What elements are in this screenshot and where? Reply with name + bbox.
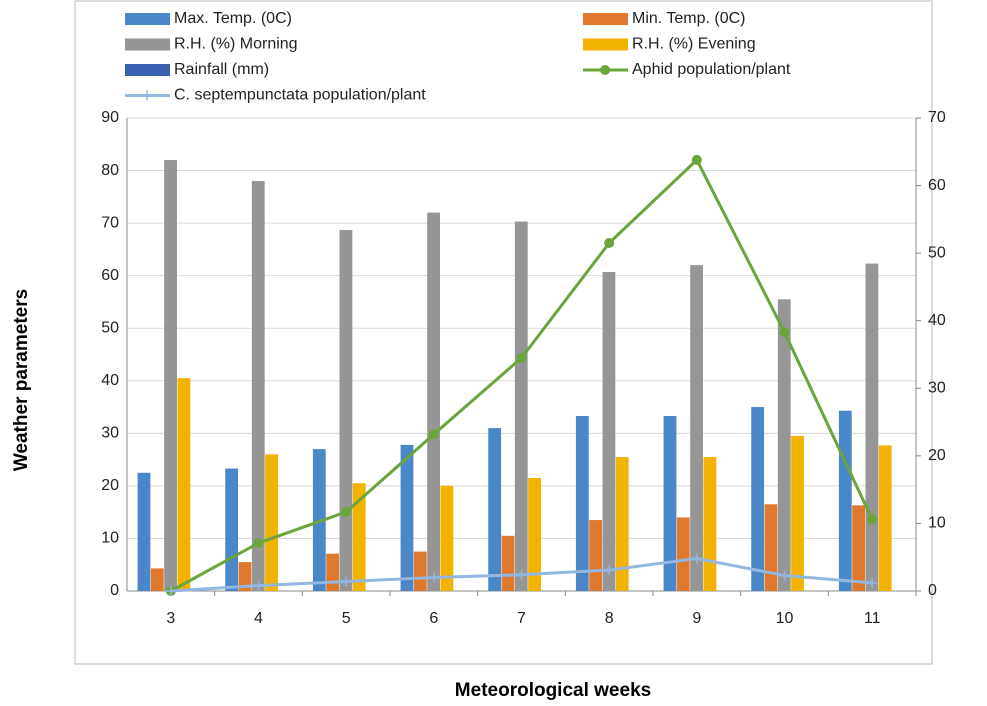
point	[253, 538, 264, 549]
y-tick-label: 10	[101, 530, 119, 547]
bar	[326, 553, 340, 591]
y2-tick-label: 40	[928, 312, 946, 329]
bar	[676, 517, 690, 591]
bar	[791, 435, 804, 591]
bar	[838, 410, 852, 591]
point	[867, 577, 878, 588]
y-tick-label: 20	[101, 477, 119, 494]
point	[779, 570, 790, 581]
bar	[238, 562, 252, 591]
point	[428, 429, 439, 440]
bar	[865, 263, 879, 591]
bar	[251, 181, 265, 592]
bar	[852, 505, 866, 591]
bar	[164, 160, 177, 592]
point	[691, 553, 702, 564]
y-tick-label: 40	[101, 372, 119, 389]
y-tick-label: 50	[101, 319, 119, 336]
x-tick-label: 5	[342, 610, 351, 627]
bar	[488, 428, 502, 591]
legend-marker	[142, 90, 152, 101]
legend-swatch	[125, 64, 170, 76]
legend-label: R.H. (%) Evening	[632, 36, 756, 53]
bar	[751, 407, 765, 591]
x-tick-label: 11	[864, 610, 881, 627]
bar	[615, 456, 629, 591]
bar	[575, 415, 589, 591]
bar	[413, 551, 427, 591]
legend-label: R.H. (%) Morning	[174, 36, 298, 53]
y2-tick-label: 10	[928, 515, 946, 532]
chart-border	[74, 0, 933, 665]
y-tick-label: 90	[101, 109, 119, 126]
bar	[777, 299, 791, 591]
bar	[602, 271, 616, 591]
y2-tick-label: 50	[928, 244, 946, 261]
bar	[690, 265, 703, 591]
y-tick-label: 30	[101, 425, 119, 442]
legend-label: C. septempunctata population/plant	[174, 87, 426, 104]
bar	[440, 485, 454, 591]
bar	[427, 212, 440, 591]
point	[516, 352, 527, 363]
bar	[528, 478, 541, 591]
point	[428, 572, 439, 583]
point	[604, 565, 615, 576]
point	[691, 154, 702, 165]
y-tick-label: 60	[101, 267, 119, 284]
x-tick-label: 7	[517, 610, 526, 627]
legend-swatch	[583, 38, 628, 51]
bar	[764, 504, 778, 591]
x-axis-title: Meteorological weeks	[455, 680, 651, 701]
legend-swatch	[125, 38, 170, 51]
bar	[589, 520, 603, 591]
y2-tick-label: 30	[928, 380, 946, 397]
y-tick-label: 80	[101, 162, 119, 179]
legend-swatch	[125, 13, 170, 25]
y-tick-label: 0	[110, 582, 119, 599]
bar	[177, 378, 191, 591]
x-tick-label: 10	[776, 610, 794, 627]
y-tick-label: 70	[101, 214, 119, 231]
point	[779, 327, 790, 338]
bar	[225, 468, 239, 591]
point	[867, 514, 878, 525]
x-tick-label: 9	[692, 610, 701, 627]
bar	[352, 483, 366, 591]
x-tick-label: 6	[429, 610, 438, 627]
legend-label: Min. Temp. (0C)	[632, 10, 746, 27]
y2-tick-label: 60	[928, 177, 946, 194]
point	[253, 580, 264, 591]
bar	[150, 568, 164, 591]
legend-label: Rainfall (mm)	[174, 61, 269, 78]
bar	[514, 221, 528, 592]
point	[341, 576, 352, 587]
bar	[663, 415, 677, 591]
bar	[400, 444, 414, 591]
legend-label: Max. Temp. (0C)	[174, 10, 292, 27]
x-tick-label: 8	[605, 610, 614, 627]
bar	[265, 454, 278, 591]
bar	[339, 229, 353, 591]
point	[341, 506, 352, 517]
point	[604, 238, 615, 249]
x-tick-label: 3	[166, 610, 175, 627]
legend-swatch	[583, 13, 628, 25]
y-axis-title: Weather parameters	[11, 289, 32, 471]
point	[516, 569, 527, 580]
y2-tick-label: 0	[928, 582, 937, 599]
legend-label: Aphid population/plant	[632, 61, 791, 78]
bar	[501, 535, 515, 591]
y2-tick-label: 70	[928, 109, 946, 126]
x-tick-label: 4	[254, 610, 263, 627]
bar	[137, 472, 151, 591]
point	[165, 586, 176, 596]
bar	[703, 456, 717, 591]
y2-tick-label: 20	[928, 447, 946, 464]
legend-marker	[600, 65, 610, 75]
bar	[878, 445, 892, 591]
